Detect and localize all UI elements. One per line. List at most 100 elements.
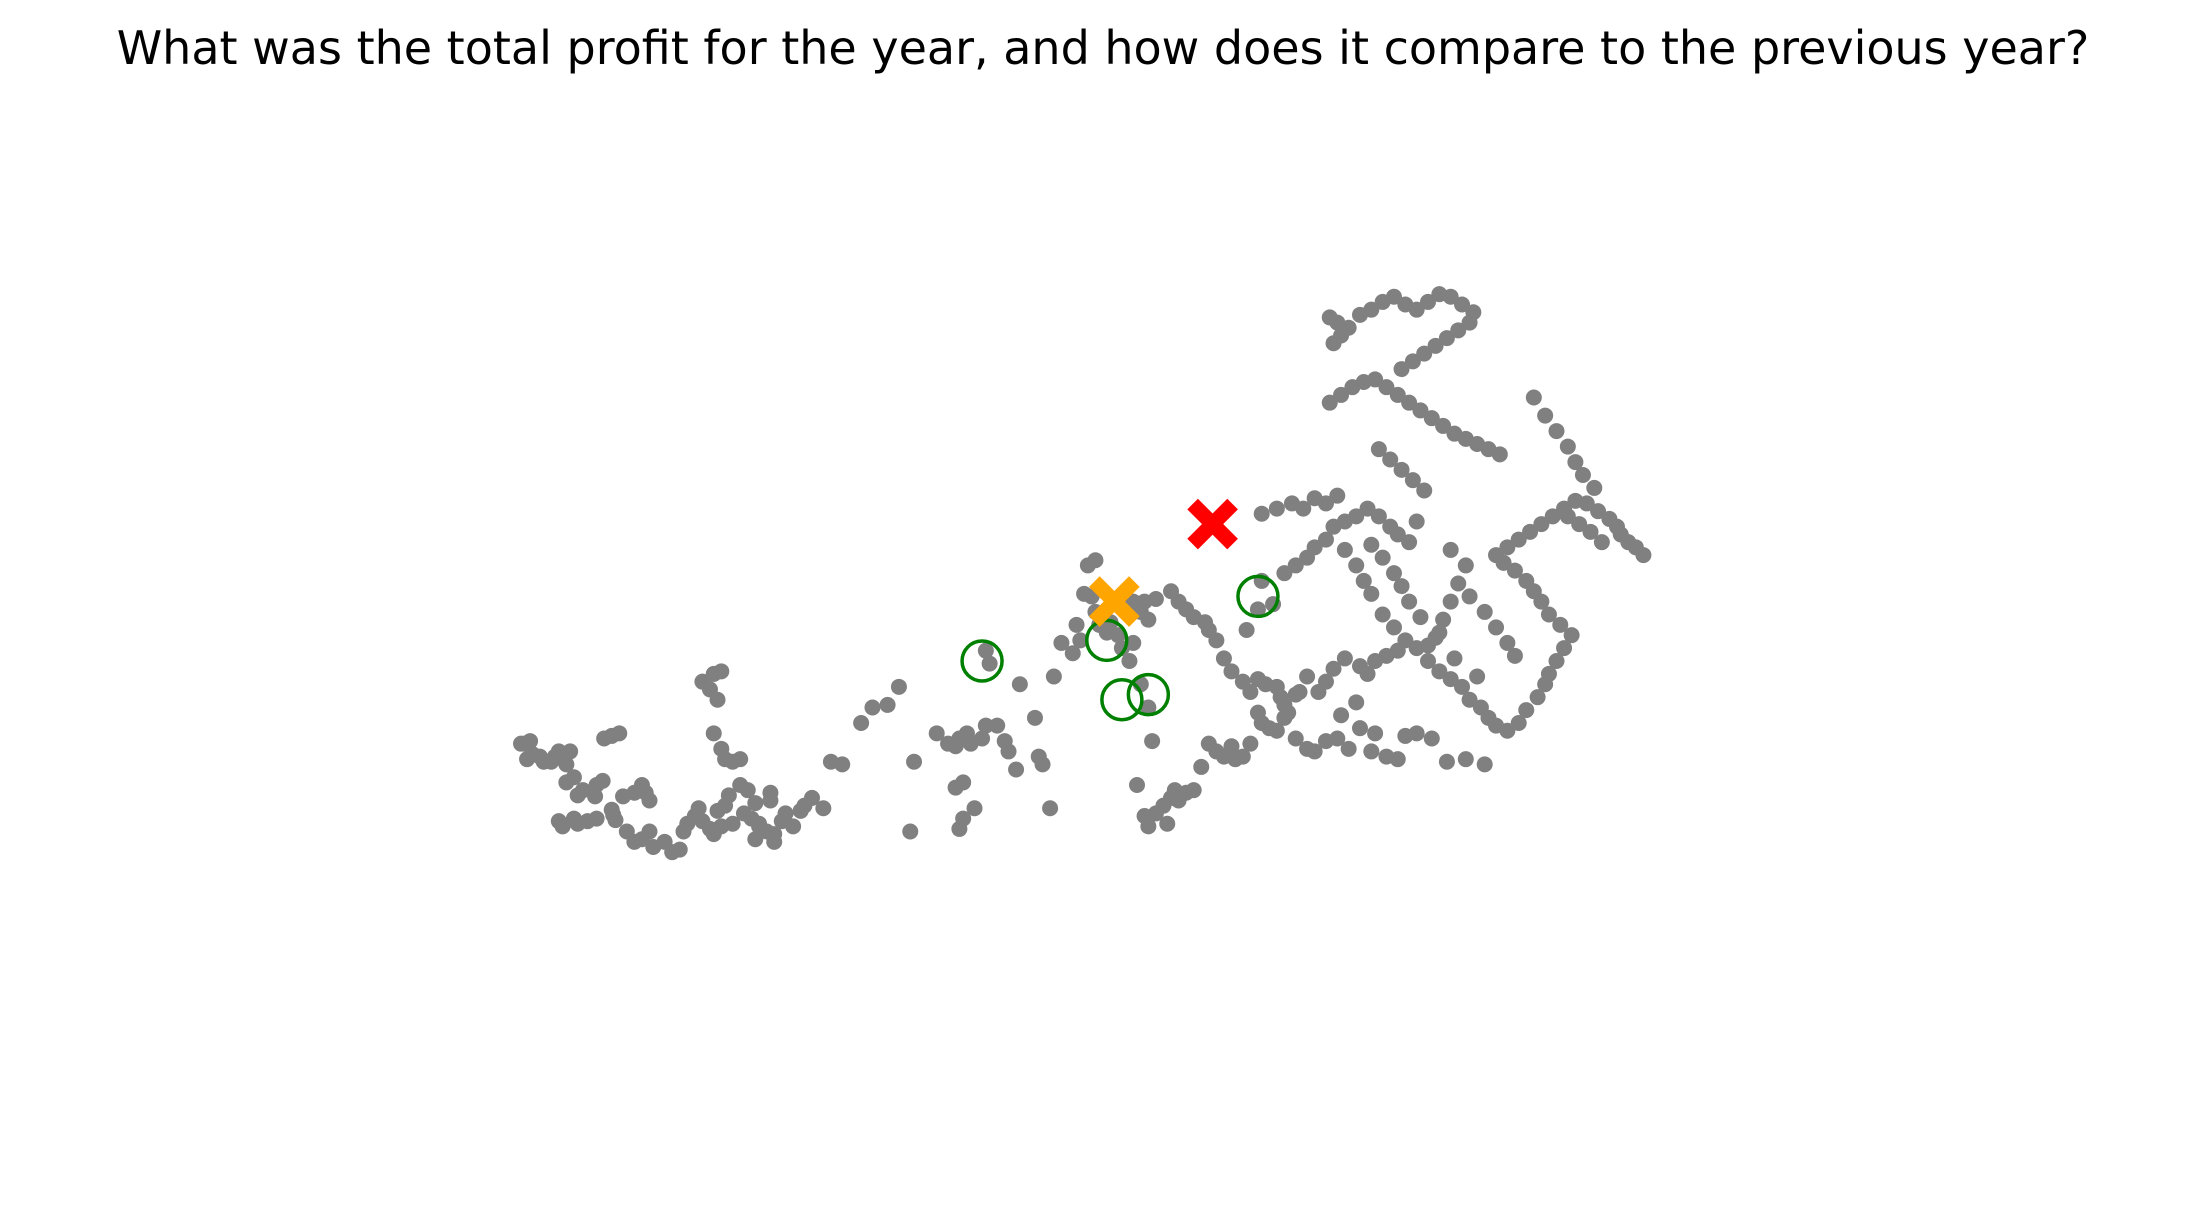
data-point — [513, 735, 530, 752]
answer-x-marker — [1089, 576, 1140, 627]
data-point — [1420, 293, 1437, 310]
data-point — [1416, 345, 1433, 362]
data-point — [1348, 508, 1365, 525]
data-point — [1393, 578, 1410, 595]
highlight-circle — [1100, 678, 1144, 722]
data-point — [1590, 503, 1607, 520]
data-point — [1412, 402, 1429, 419]
data-point — [906, 753, 923, 770]
data-point — [1249, 671, 1266, 688]
data-point — [1506, 647, 1523, 664]
data-point — [1404, 353, 1421, 370]
data-point — [1163, 583, 1180, 600]
data-point — [1280, 704, 1297, 721]
data-point — [1333, 386, 1350, 403]
data-point — [1287, 557, 1304, 574]
data-point — [1223, 663, 1240, 680]
data-point — [1140, 818, 1157, 835]
data-point — [1072, 632, 1089, 649]
data-point — [1363, 743, 1380, 760]
data-point — [671, 841, 688, 858]
data-point — [1438, 753, 1455, 770]
data-point — [1317, 531, 1334, 548]
data-point — [1064, 645, 1081, 662]
data-point — [1442, 593, 1459, 610]
data-point — [1578, 495, 1595, 512]
data-point — [1401, 593, 1418, 610]
data-point — [705, 725, 722, 742]
data-point — [1540, 606, 1557, 623]
data-point — [1499, 722, 1516, 739]
data-point — [1276, 565, 1293, 582]
data-point — [1268, 500, 1285, 517]
data-point — [1321, 309, 1338, 326]
data-point — [1140, 699, 1157, 716]
chart-title: What was the total profit for the year, … — [117, 21, 2090, 75]
data-point — [1306, 539, 1323, 556]
data-point — [989, 717, 1006, 734]
data-point — [1385, 288, 1402, 305]
data-point — [554, 818, 571, 835]
data-point — [1476, 603, 1493, 620]
data-point — [1110, 627, 1127, 644]
data-point — [1427, 629, 1444, 646]
data-point — [1147, 591, 1164, 607]
data-point — [720, 787, 737, 804]
data-point — [1635, 547, 1652, 564]
data-point — [1574, 467, 1591, 483]
data-point — [1374, 606, 1391, 623]
data-point — [1499, 539, 1516, 556]
data-point — [1442, 288, 1459, 305]
data-point — [1435, 417, 1452, 434]
data-point — [1000, 743, 1017, 760]
data-point — [1159, 815, 1176, 832]
data-point — [1510, 531, 1527, 548]
data-point — [777, 805, 794, 822]
data-point — [1389, 386, 1406, 403]
data-point — [902, 823, 919, 840]
data-point — [1144, 733, 1161, 750]
data-point — [1401, 394, 1418, 411]
data-point — [1586, 479, 1603, 496]
data-point — [1461, 314, 1478, 331]
data-point — [1333, 707, 1350, 724]
data-point — [1125, 593, 1142, 610]
data-point — [607, 812, 624, 829]
data-point — [1552, 616, 1569, 633]
data-point — [1234, 673, 1251, 690]
query-x-marker-stroke-b — [1187, 498, 1238, 550]
data-point — [1351, 720, 1368, 737]
highlight-circle — [1236, 574, 1280, 619]
data-point — [1540, 665, 1557, 682]
data-point — [879, 696, 896, 713]
data-point — [1238, 622, 1255, 638]
data-point — [1442, 541, 1459, 558]
data-point — [1491, 446, 1508, 463]
data-point — [1420, 653, 1437, 669]
data-point — [1215, 650, 1232, 667]
data-point — [1121, 653, 1138, 669]
data-point — [785, 818, 802, 835]
data-point — [562, 743, 579, 760]
query-x-marker — [1187, 498, 1238, 550]
data-point — [1385, 565, 1402, 582]
data-point — [1287, 686, 1304, 703]
data-point — [1506, 562, 1523, 579]
answer-x-marker-stroke-b — [1089, 576, 1140, 627]
data-point — [1385, 619, 1402, 636]
data-point — [1249, 601, 1266, 618]
data-point — [1306, 743, 1323, 760]
data-point — [1563, 627, 1580, 644]
data-point — [977, 717, 994, 734]
data-point — [747, 795, 764, 812]
highlight-circle — [1126, 672, 1171, 717]
data-point — [928, 725, 945, 742]
data-point — [1450, 322, 1467, 339]
data-point — [1457, 751, 1474, 768]
data-point — [1423, 730, 1440, 747]
data-point — [1359, 500, 1376, 517]
data-point — [1053, 634, 1070, 651]
data-point — [1042, 800, 1059, 817]
data-point — [565, 769, 582, 786]
